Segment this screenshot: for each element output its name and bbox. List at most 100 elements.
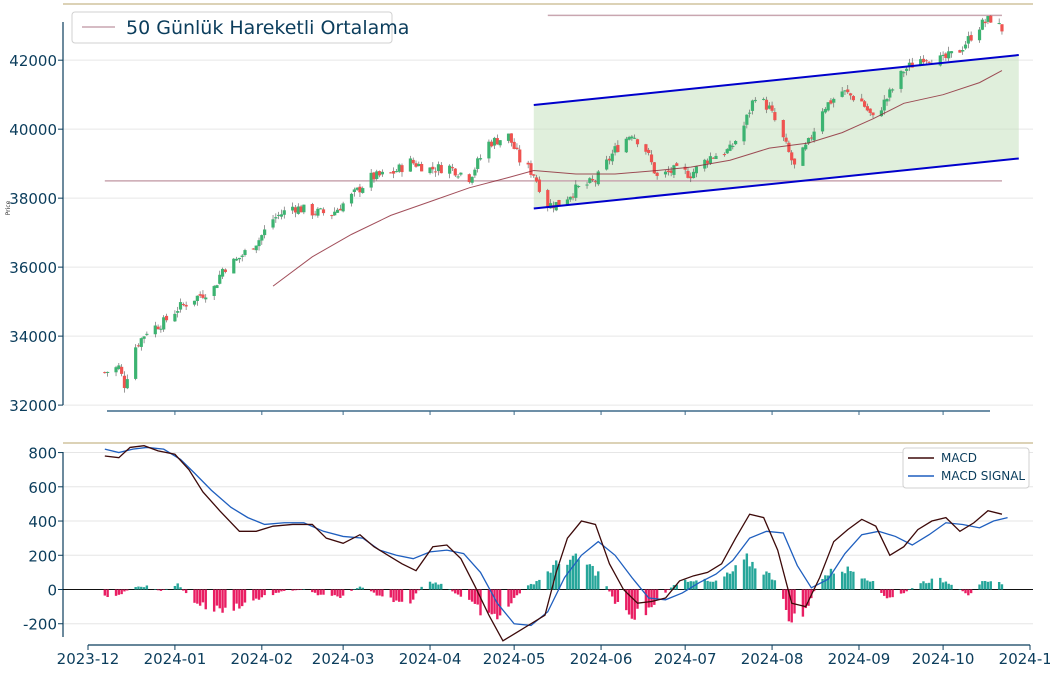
price-plot-area xyxy=(103,14,1019,393)
histogram-bar xyxy=(905,589,908,592)
candle-body xyxy=(846,89,850,93)
candle-body xyxy=(142,336,146,339)
candle-body xyxy=(781,120,785,138)
histogram-bar xyxy=(683,579,687,590)
histogram-bar xyxy=(106,589,109,598)
histogram-bar xyxy=(911,588,914,590)
macd-line xyxy=(104,445,1003,642)
histogram-bar xyxy=(165,588,168,590)
histogram-bar xyxy=(263,589,266,596)
candle-body xyxy=(240,255,244,257)
histogram-bar xyxy=(361,587,364,590)
candle-body xyxy=(316,208,320,216)
histogram-bar xyxy=(277,589,280,593)
histogram-bar xyxy=(179,587,182,590)
x-tick-label: 2024-08 xyxy=(741,650,804,668)
histogram-bar xyxy=(358,586,362,590)
candle-body xyxy=(683,166,687,170)
histogram-bar xyxy=(883,589,886,596)
histogram-bar xyxy=(846,566,849,590)
histogram-bar xyxy=(319,589,322,595)
candle-body xyxy=(927,61,931,63)
candle-body xyxy=(748,112,752,114)
candle-body xyxy=(414,163,418,167)
candle-body xyxy=(891,89,895,91)
macd-y-tick-label: 0 xyxy=(47,582,57,600)
price-x-minor-ticks xyxy=(174,411,944,415)
histogram-bar xyxy=(633,589,636,620)
candle-body xyxy=(848,93,853,96)
candle-body xyxy=(361,188,365,193)
candle-body xyxy=(711,157,715,159)
histogram-bar xyxy=(330,589,334,596)
price-y-axis: 32000 34000 36000 38000 40000 42000 xyxy=(9,52,63,415)
histogram-bar xyxy=(832,573,835,590)
candle-body xyxy=(624,138,628,153)
histogram-bar xyxy=(986,581,990,590)
histogram-bar xyxy=(409,589,412,604)
histogram-bar xyxy=(709,581,712,590)
candle-body xyxy=(518,149,522,163)
candle-body xyxy=(686,170,690,178)
histogram-bar xyxy=(420,586,423,590)
candle-body xyxy=(823,108,827,113)
histogram-bar xyxy=(252,589,255,601)
histogram-bar xyxy=(964,589,967,594)
histogram-bar xyxy=(142,587,146,590)
histogram-bar xyxy=(232,589,235,611)
candle-body xyxy=(745,114,749,125)
candle-body xyxy=(176,311,180,313)
candle-body xyxy=(159,328,163,330)
candle-body xyxy=(355,187,359,190)
candle-body xyxy=(439,165,443,174)
histogram-bar xyxy=(434,582,437,590)
histogram-bar xyxy=(950,584,953,590)
candle-body xyxy=(391,171,396,174)
histogram-bar xyxy=(280,589,283,592)
x-tick-label: 2024-01 xyxy=(144,650,207,668)
histogram-bar xyxy=(123,589,126,592)
histogram-bar xyxy=(283,589,286,591)
histogram-bar xyxy=(341,589,345,596)
candle-body xyxy=(181,304,185,306)
x-tick-label: 2024-05 xyxy=(483,650,546,668)
histogram-bar xyxy=(120,589,123,595)
candle-body xyxy=(260,235,264,241)
candle-body xyxy=(705,160,710,164)
candle-body xyxy=(557,199,561,206)
histogram-bar xyxy=(215,589,219,606)
histogram-bar xyxy=(182,589,185,591)
candle-body xyxy=(330,215,334,217)
candle-body xyxy=(826,102,830,111)
candle-body xyxy=(232,258,236,274)
candle-body xyxy=(420,163,424,172)
histogram-bar xyxy=(454,589,457,594)
candle-body xyxy=(537,179,541,192)
histogram-bar xyxy=(751,561,754,590)
candle-body xyxy=(829,100,833,104)
histogram-bar xyxy=(961,589,964,592)
candle-body xyxy=(375,171,379,179)
candle-body xyxy=(274,217,278,219)
histogram-bar xyxy=(616,589,620,602)
histogram-bar xyxy=(804,589,807,609)
histogram-bar xyxy=(117,589,121,595)
candle-body xyxy=(961,50,965,52)
candle-body xyxy=(728,144,732,151)
candle-body xyxy=(349,193,354,204)
histogram-bar xyxy=(333,589,336,596)
candle-body xyxy=(125,379,129,389)
histogram-bar xyxy=(871,581,875,590)
candle-body xyxy=(490,141,494,147)
candle-body xyxy=(652,162,656,174)
histogram-bar xyxy=(885,589,889,599)
histogram-bar xyxy=(636,589,639,609)
candle-body xyxy=(173,313,177,322)
histogram-bar xyxy=(297,589,300,591)
histogram-bar xyxy=(689,581,692,590)
histogram-bar xyxy=(880,589,883,593)
price-legend-label: 50 Günlük Hareketli Ortalama xyxy=(126,17,409,39)
histogram-bar xyxy=(302,589,306,591)
candle-body xyxy=(302,204,306,213)
candle-body xyxy=(801,147,805,166)
